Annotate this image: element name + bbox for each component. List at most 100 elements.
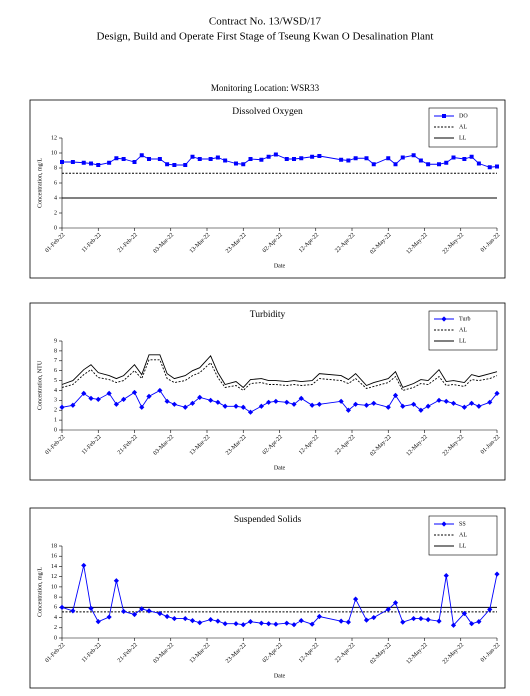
data-point: [240, 622, 246, 628]
data-point: [494, 571, 500, 577]
x-tick-label: 02-Apr-22: [262, 232, 284, 254]
data-point: [476, 619, 482, 625]
data-point: [70, 160, 75, 164]
data-point: [81, 562, 87, 569]
x-tick-label: 02-May-22: [369, 642, 392, 665]
data-point: [171, 615, 177, 622]
y-tick-label: 2: [54, 210, 57, 216]
x-tick-label: 22-Apr-22: [334, 434, 356, 456]
data-point: [393, 162, 398, 167]
data-point: [89, 161, 93, 166]
legend-label: DO: [459, 113, 468, 119]
y-tick-label: 3: [54, 398, 57, 404]
data-point: [139, 404, 145, 410]
data-point: [208, 617, 214, 623]
data-point: [345, 619, 351, 625]
data-point: [426, 162, 431, 167]
data-point: [353, 401, 359, 407]
data-point: [182, 615, 188, 622]
y-tick-label: 14: [51, 564, 57, 570]
data-point: [411, 401, 417, 407]
x-tick-label: 02-Apr-22: [262, 434, 284, 456]
data-point: [418, 158, 423, 163]
y-tick-label: 4: [54, 195, 57, 201]
data-point: [495, 164, 499, 169]
y-axis-label: Concentration, NTU: [37, 360, 43, 410]
data-point: [441, 316, 447, 322]
data-point: [172, 163, 177, 167]
y-tick-label: 5: [54, 378, 57, 384]
data-point: [353, 156, 358, 161]
data-point: [469, 621, 475, 627]
y-tick-label: 6: [54, 605, 57, 611]
data-point: [164, 398, 170, 404]
y-tick-label: 9: [54, 338, 57, 344]
chart-title: Suspended Solids: [234, 515, 302, 525]
data-point: [450, 622, 457, 628]
data-point: [190, 154, 195, 159]
data-point: [189, 400, 196, 406]
data-point: [96, 163, 101, 167]
data-point: [258, 403, 264, 409]
data-point: [215, 618, 221, 624]
data-point: [139, 606, 145, 612]
x-tick-label: 22-May-22: [442, 434, 465, 457]
data-point: [81, 390, 87, 397]
contract-title: Contract No. 13/WSD/17: [209, 16, 322, 28]
data-point: [266, 621, 272, 627]
data-point: [165, 162, 170, 167]
data-point: [418, 407, 424, 413]
data-point: [392, 392, 399, 398]
data-point: [70, 402, 76, 408]
data-point: [266, 399, 272, 405]
y-axis-label: Concentration, mg/L: [37, 158, 43, 208]
y-tick-label: 16: [51, 554, 57, 560]
y-tick-label: 12: [51, 135, 57, 141]
y-tick-label: 4: [54, 615, 57, 621]
data-point: [487, 165, 492, 170]
legend-label: AL: [459, 327, 467, 333]
data-point: [400, 619, 406, 625]
legend-label: AL: [459, 124, 467, 130]
x-tick-label: 22-Apr-22: [334, 232, 356, 254]
data-point: [273, 152, 278, 157]
data-point: [450, 400, 457, 406]
data-point: [183, 163, 188, 167]
data-point: [106, 390, 112, 397]
data-point: [273, 398, 279, 404]
x-tick-label: 11-Feb-22: [81, 232, 103, 254]
legend-box: [428, 515, 498, 556]
chart-title: Dissolved Oxygen: [232, 107, 303, 117]
y-tick-label: 2: [54, 625, 57, 631]
data-point: [107, 160, 112, 165]
data-point: [222, 621, 228, 627]
legend-label: SS: [459, 521, 466, 527]
y-tick-label: 8: [54, 594, 57, 600]
data-point: [258, 620, 264, 626]
data-point: [70, 608, 76, 614]
y-tick-label: 6: [54, 368, 57, 374]
data-point: [298, 395, 304, 401]
chart-frame: [29, 99, 506, 279]
data-point: [81, 160, 86, 165]
project-title: Design, Build and Operate First Stage of…: [97, 31, 434, 43]
data-point: [363, 617, 370, 623]
y-tick-label: 10: [51, 150, 57, 156]
x-tick-label: 11-Feb-22: [81, 642, 103, 664]
legend-box: [428, 310, 498, 351]
data-point: [248, 157, 253, 161]
data-point: [59, 404, 65, 410]
legend-box: [428, 107, 498, 148]
data-point: [338, 398, 344, 404]
data-point: [233, 403, 239, 409]
data-point: [121, 608, 127, 615]
data-point: [386, 156, 391, 161]
data-point: [132, 160, 137, 164]
data-point: [164, 613, 170, 620]
data-point: [400, 155, 405, 160]
data-point: [371, 614, 377, 621]
data-point: [215, 399, 221, 405]
data-point: [223, 158, 228, 163]
data-point: [291, 622, 297, 628]
